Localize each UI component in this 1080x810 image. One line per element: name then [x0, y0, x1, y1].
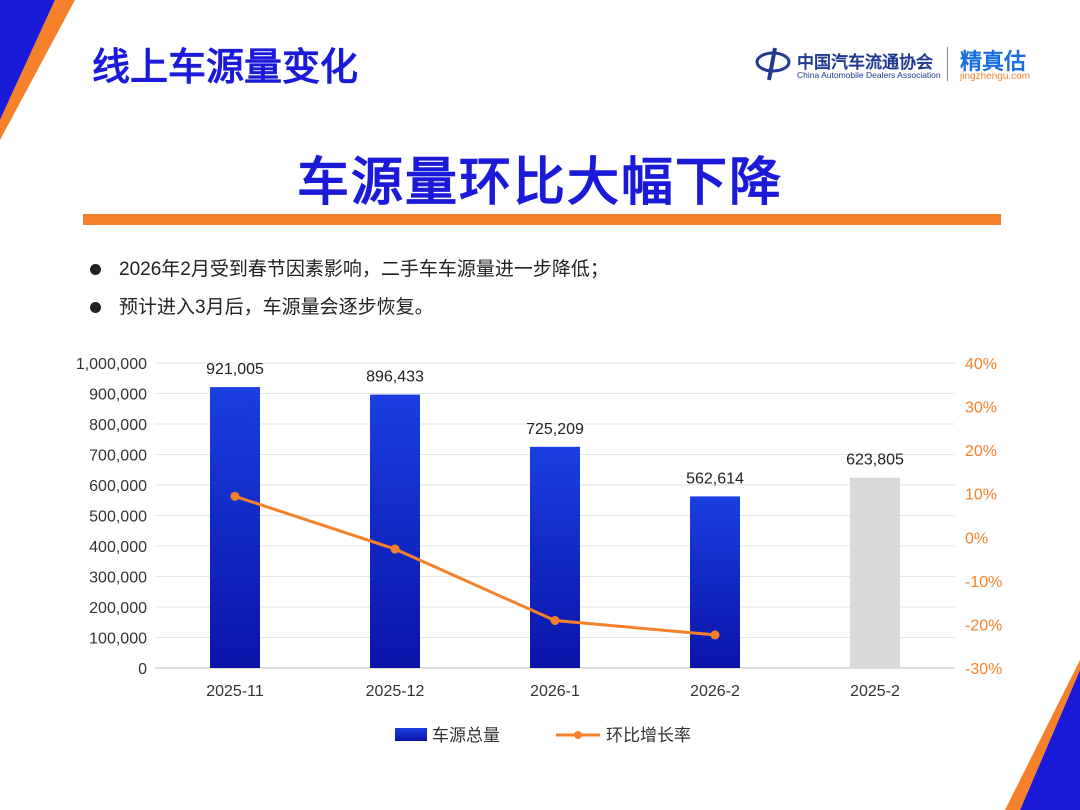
y-tick-label: 600,000: [89, 478, 147, 495]
growth-rate-point: [390, 544, 400, 554]
growth-rate-point: [230, 491, 240, 501]
bullet-item: 2026年2月受到春节因素影响，二手车车源量进一步降低；: [90, 254, 609, 281]
headline: 车源量环比大幅下降: [296, 154, 783, 212]
bar-data-label: 562,614: [686, 470, 744, 487]
y2-tick-label: -20%: [965, 617, 1002, 634]
x-tick-label: 2025-2: [850, 683, 900, 700]
corner-decoration-right: [1005, 660, 1080, 810]
y-tick-label: 700,000: [89, 448, 147, 465]
org-name-en: China Automobile Dealers Association: [797, 70, 941, 80]
y-tick-label: 300,000: [89, 570, 147, 587]
y-tick-label: 100,000: [89, 631, 147, 648]
bar-data-label: 896,433: [366, 369, 424, 386]
y-tick-label: 900,000: [89, 387, 147, 404]
y2-tick-label: 40%: [965, 356, 997, 373]
bullet-dot-icon: [90, 264, 101, 276]
bar: [530, 446, 580, 668]
bar-data-label: 725,209: [526, 421, 584, 438]
growth-rate-point: [710, 630, 720, 640]
bullet-item: 预计进入3月后，车源量会逐步恢复。: [90, 292, 434, 319]
y2-tick-label: 20%: [965, 443, 997, 460]
bar: [850, 477, 900, 668]
y2-tick-label: 30%: [965, 400, 997, 417]
bullet-dot-icon: [90, 302, 101, 314]
y2-tick-label: -10%: [965, 574, 1002, 591]
y2-tick-label: 0%: [965, 530, 988, 547]
x-tick-label: 2026-2: [690, 683, 740, 700]
slide-title: 线上车源量变化: [92, 47, 359, 89]
growth-rate-point: [550, 616, 560, 626]
cada-logo-icon: [755, 47, 791, 81]
logo-divider: [947, 47, 948, 81]
legend-bar-label: 车源总量: [432, 726, 500, 745]
legend-bar-swatch: [395, 728, 427, 741]
brand-url: jingzhengu.com: [960, 71, 1031, 82]
corner-decoration-left: [0, 0, 75, 140]
bullet-text: 预计进入3月后，车源量会逐步恢复。: [119, 297, 434, 318]
brand-name: 精真估: [960, 49, 1027, 74]
x-tick-label: 2026-1: [530, 683, 580, 700]
divider-rule: [83, 214, 1001, 225]
y-tick-label: 0: [138, 661, 147, 678]
bullet-text: 2026年2月受到春节因素影响，二手车车源量进一步降低；: [119, 259, 609, 280]
y-tick-label: 200,000: [89, 600, 147, 617]
growth-rate-line: [234, 494, 716, 637]
logo: 中国汽车流通协会 China Automobile Dealers Associ…: [755, 44, 1045, 84]
org-name-cn: 中国汽车流通协会: [797, 53, 933, 72]
y-tick-label: 400,000: [89, 539, 147, 556]
y2-tick-label: -30%: [965, 661, 1002, 678]
x-tick-label: 2025-12: [366, 683, 425, 700]
bar: [690, 496, 740, 668]
bar: [370, 394, 420, 668]
legend-line-label: 环比增长率: [606, 726, 691, 745]
y-tick-label: 500,000: [89, 509, 147, 526]
y-tick-label: 800,000: [89, 417, 147, 434]
legend-line-marker: [574, 731, 582, 739]
x-tick-label: 2025-11: [206, 683, 264, 700]
bar: [210, 387, 260, 668]
bar-data-label: 623,805: [846, 452, 904, 469]
legend: 车源总量 环比增长率: [395, 726, 691, 745]
bar-data-label: 921,005: [206, 361, 264, 378]
y-tick-label: 1,000,000: [76, 356, 147, 373]
y2-tick-label: 10%: [965, 487, 997, 504]
